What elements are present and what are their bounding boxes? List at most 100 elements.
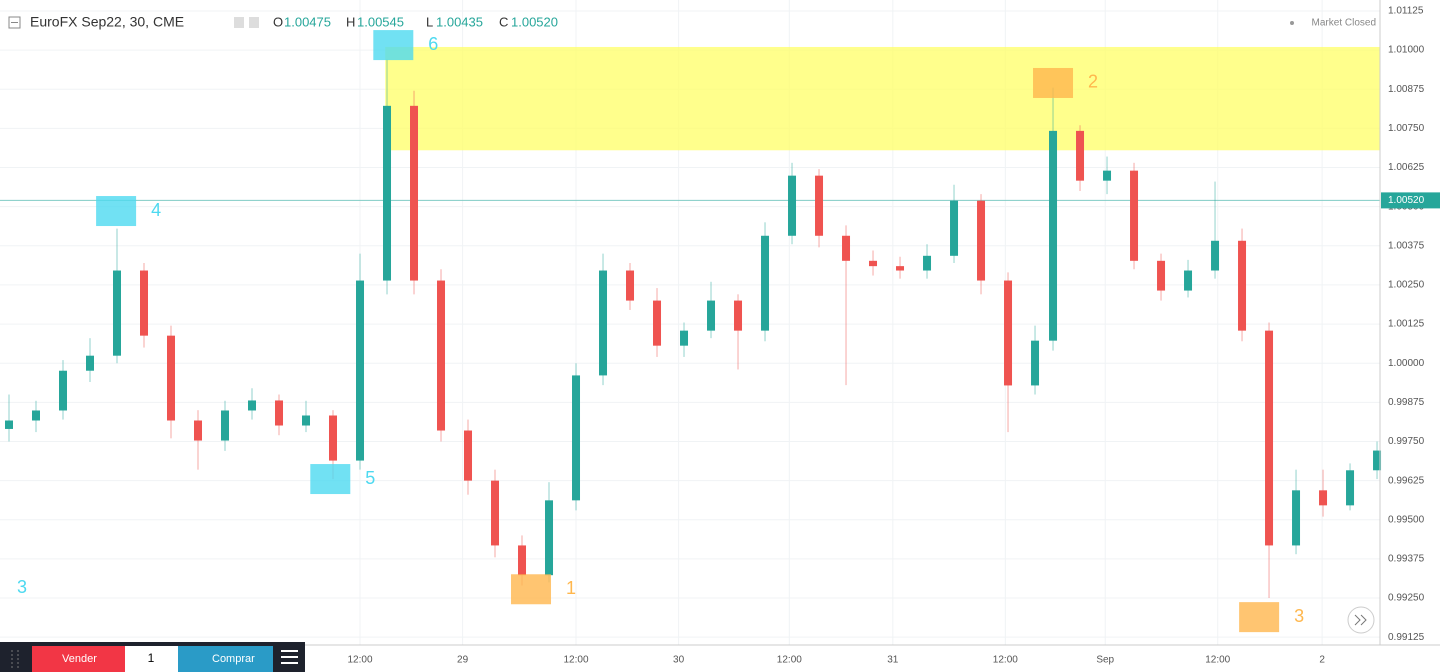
candle-body — [1157, 260, 1166, 291]
scroll-button[interactable] — [1347, 606, 1375, 634]
ohlc-h: 1.00545 — [357, 14, 404, 29]
menu-icon[interactable] — [281, 650, 298, 664]
candle-body — [1076, 130, 1085, 181]
sell-label: Vender — [62, 653, 97, 665]
candle-body — [680, 330, 689, 346]
candle-body — [275, 400, 284, 426]
candle-body — [653, 300, 662, 346]
candle-body — [410, 105, 419, 281]
scroll-icon — [1354, 614, 1367, 626]
y-tick-label: 0.99500 — [1388, 514, 1425, 525]
candle-body — [599, 270, 608, 376]
header-icon[interactable] — [249, 17, 259, 28]
candle-body — [1346, 470, 1355, 506]
trade-panel: Vender 1 Comprar — [0, 642, 305, 672]
corner-label: 3 — [17, 577, 27, 597]
candle-body — [1184, 270, 1193, 291]
annotation-label: 3 — [1294, 606, 1304, 626]
annotation-box — [96, 196, 137, 227]
x-tick-label: 12:00 — [563, 655, 588, 666]
y-tick-label: 1.00875 — [1388, 84, 1425, 95]
candle-body — [1373, 450, 1382, 471]
market-status: Market Closed — [1312, 18, 1376, 29]
sell-button[interactable] — [32, 646, 125, 672]
buy-button[interactable] — [178, 646, 273, 672]
candle-body — [977, 200, 986, 281]
x-tick-label: 31 — [887, 655, 899, 666]
y-tick-label: 1.00375 — [1388, 240, 1425, 251]
buy-label: Comprar — [212, 653, 255, 665]
annotation-label: 5 — [365, 468, 375, 488]
x-tick-label: 29 — [457, 655, 469, 666]
candle-body — [1292, 490, 1301, 546]
ohlc-header: O 1.00475 H 1.00545 L 1.00435 C 1.00520 — [273, 14, 558, 29]
x-tick-label: 30 — [673, 655, 685, 666]
candle-body — [950, 200, 959, 256]
ohlc-l: 1.00435 — [436, 14, 483, 29]
y-tick-label: 1.00250 — [1388, 280, 1425, 291]
candle-body — [32, 410, 41, 421]
candle-body — [248, 400, 257, 411]
candle-body — [923, 255, 932, 271]
candle-body — [734, 300, 743, 331]
y-tick-label: 1.00625 — [1388, 162, 1425, 173]
annotation-box — [511, 574, 552, 605]
annotation-label: 4 — [151, 200, 161, 220]
annotation-label: 1 — [566, 578, 576, 598]
header-icon[interactable] — [234, 17, 244, 28]
ohlc-o-label: O — [273, 14, 283, 29]
candle-body — [869, 260, 878, 267]
quantity-input[interactable] — [125, 646, 178, 672]
zone — [385, 46, 1380, 151]
candle-body — [491, 480, 500, 546]
ohlc-c-label: C — [499, 14, 508, 29]
annotation-box — [310, 464, 351, 495]
ohlc-h-label: H — [346, 14, 355, 29]
last-price-tag — [1381, 192, 1440, 209]
x-tick-label: Sep — [1096, 655, 1114, 666]
annotation-box — [1033, 67, 1074, 98]
last-price-label: 1.00520 — [1388, 195, 1425, 206]
candle-body — [1031, 340, 1040, 386]
y-tick-label: 0.99750 — [1388, 436, 1425, 447]
candle-body — [356, 280, 365, 461]
candle-body — [383, 105, 392, 281]
candle-body — [167, 335, 176, 421]
ohlc-l-label: L — [426, 14, 433, 29]
candle-body — [59, 370, 68, 411]
candle-body — [1265, 330, 1274, 546]
ohlc-c: 1.00520 — [511, 14, 558, 29]
candle-body — [518, 545, 527, 576]
x-tick-label: 2 — [1319, 655, 1325, 666]
candle-body — [221, 410, 230, 441]
x-tick-label: 12:00 — [993, 655, 1018, 666]
annotation-box — [373, 30, 414, 61]
annotation-box — [1239, 602, 1280, 633]
candle-body — [788, 175, 797, 236]
candle-body — [464, 430, 473, 481]
candle-body — [1130, 170, 1139, 261]
candle-body — [1238, 240, 1247, 331]
candle-body — [302, 415, 311, 426]
y-tick-label: 0.99250 — [1388, 593, 1425, 604]
candle-body — [815, 175, 824, 236]
y-tick-label: 1.00125 — [1388, 319, 1425, 330]
candle-body — [626, 270, 635, 301]
candle-body — [1049, 130, 1058, 341]
quantity-value: 1 — [148, 651, 155, 665]
ohlc-o: 1.00475 — [284, 14, 331, 29]
collapse-icon[interactable] — [8, 16, 21, 29]
candle-body — [140, 270, 149, 336]
y-tick-label: 0.99375 — [1388, 554, 1425, 565]
y-tick-label: 0.99625 — [1388, 475, 1425, 486]
candle-body — [707, 300, 716, 331]
candle-body — [1211, 240, 1220, 271]
x-tick-label: 12:00 — [777, 655, 802, 666]
candle-body — [896, 266, 905, 271]
y-tick-label: 0.99875 — [1388, 397, 1425, 408]
y-tick-label: 0.99125 — [1388, 632, 1425, 643]
candle-body — [1103, 170, 1112, 181]
x-tick-label: 12:00 — [347, 655, 372, 666]
candle-body — [5, 420, 14, 429]
